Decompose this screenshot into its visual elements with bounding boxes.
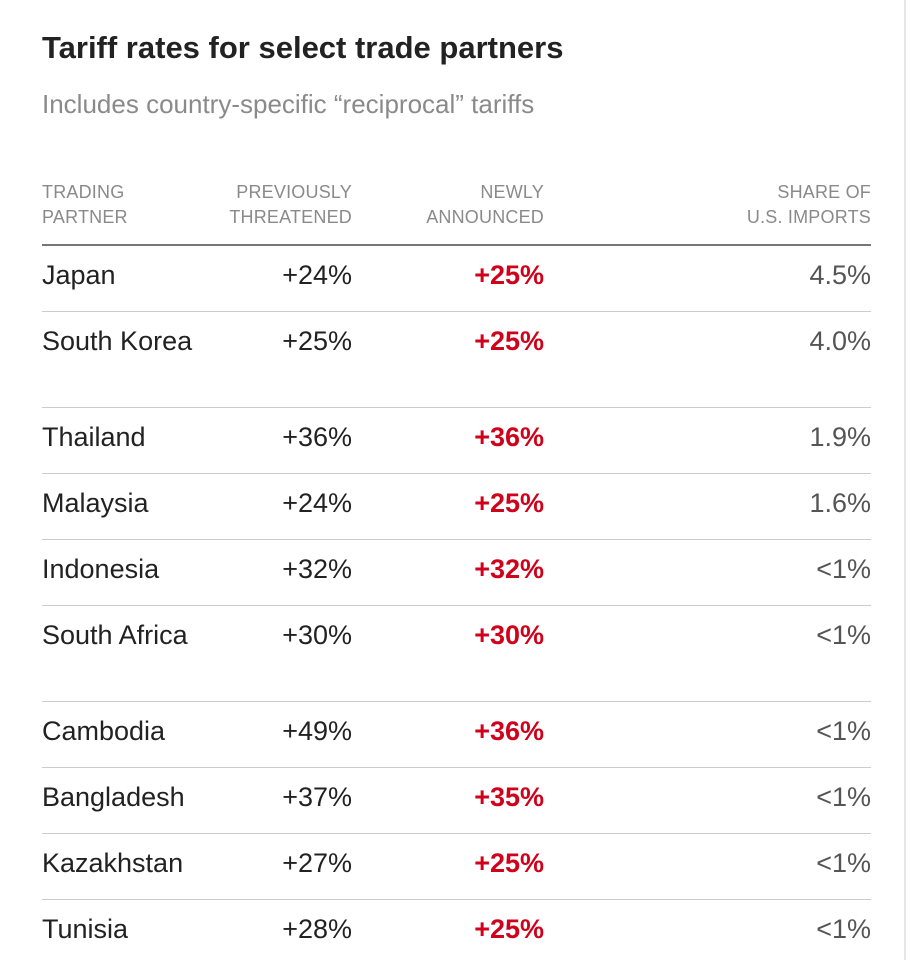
cell-newly-announced: +36% — [474, 716, 544, 746]
cell-previously-threatened: +37% — [282, 782, 352, 812]
cell-newly-announced: +25% — [474, 914, 544, 944]
cell-trading-partner: Japan — [42, 260, 116, 290]
cell-newly-announced: +25% — [474, 260, 544, 290]
cell-newly-announced: +36% — [474, 422, 544, 452]
table-row: Thailand +36% +36% 1.9% — [42, 408, 871, 474]
table-body: Japan +24% +25% 4.5% South Korea +25% +25% 4.0%… — [42, 246, 871, 965]
cell-trading-partner: Kazakhstan — [42, 848, 184, 878]
cell-share-of-imports: <1% — [816, 782, 871, 812]
cell-trading-partner: Thailand — [42, 422, 146, 452]
cell-share-of-imports: 1.6% — [809, 488, 871, 518]
cell-previously-threatened: +30% — [282, 620, 352, 650]
cell-share-of-imports: <1% — [816, 620, 871, 650]
cell-previously-threatened: +32% — [282, 554, 352, 584]
cell-previously-threatened: +49% — [282, 716, 352, 746]
cell-trading-partner: Cambodia — [42, 716, 166, 746]
page-edge-divider — [904, 0, 906, 960]
cell-previously-threatened: +24% — [282, 488, 352, 518]
chart-title: Tariff rates for select trade partners — [42, 30, 564, 65]
cell-previously-threatened: +27% — [282, 848, 352, 878]
cell-trading-partner: Tunisia — [42, 914, 129, 944]
cell-trading-partner: South Africa — [42, 620, 188, 650]
cell-newly-announced: +32% — [474, 554, 544, 584]
header-previously-threatened: PREVIOUSLY THREATENED — [229, 182, 352, 227]
table-row: Tunisia +28% +25% <1% — [42, 900, 871, 965]
cell-trading-partner: Indonesia — [42, 554, 160, 584]
cell-share-of-imports: <1% — [816, 716, 871, 746]
cell-newly-announced: +35% — [474, 782, 544, 812]
cell-share-of-imports: <1% — [816, 848, 871, 878]
table-row: Kazakhstan +27% +25% <1% — [42, 834, 871, 900]
table-row: Bangladesh +37% +35% <1% — [42, 768, 871, 834]
cell-newly-announced: +25% — [474, 488, 544, 518]
table-row: Malaysia +24% +25% 1.6% — [42, 474, 871, 540]
cell-newly-announced: +25% — [474, 326, 544, 356]
cell-share-of-imports: <1% — [816, 554, 871, 584]
cell-share-of-imports: <1% — [816, 914, 871, 944]
table-row: Indonesia +32% +32% <1% — [42, 540, 871, 606]
cell-trading-partner: South Korea — [42, 326, 193, 356]
cell-trading-partner: Malaysia — [42, 488, 149, 518]
tariff-table: TRADING PARTNER PREVIOUSLY THREATENED NE… — [42, 178, 871, 965]
cell-share-of-imports: 4.0% — [809, 326, 871, 356]
table-row: South Korea +25% +25% 4.0% — [42, 312, 871, 408]
cell-trading-partner: Bangladesh — [42, 782, 185, 812]
cell-previously-threatened: +25% — [282, 326, 352, 356]
table-row: Cambodia +49% +36% <1% — [42, 702, 871, 768]
cell-previously-threatened: +24% — [282, 260, 352, 290]
cell-previously-threatened: +36% — [282, 422, 352, 452]
cell-newly-announced: +25% — [474, 848, 544, 878]
cell-newly-announced: +30% — [474, 620, 544, 650]
header-trading-partner: TRADING PARTNER — [42, 182, 128, 227]
table-header: TRADING PARTNER PREVIOUSLY THREATENED NE… — [42, 178, 871, 246]
cell-share-of-imports: 4.5% — [809, 260, 871, 290]
header-share-of-imports: SHARE OF U.S. IMPORTS — [746, 182, 871, 227]
header-newly-announced: NEWLY ANNOUNCED — [426, 182, 544, 227]
cell-share-of-imports: 1.9% — [809, 422, 871, 452]
chart-subtitle: Includes country-specific “reciprocal” t… — [42, 89, 535, 119]
table-row: South Africa +30% +30% <1% — [42, 606, 871, 702]
table-row: Japan +24% +25% 4.5% — [42, 246, 871, 312]
cell-previously-threatened: +28% — [282, 914, 352, 944]
